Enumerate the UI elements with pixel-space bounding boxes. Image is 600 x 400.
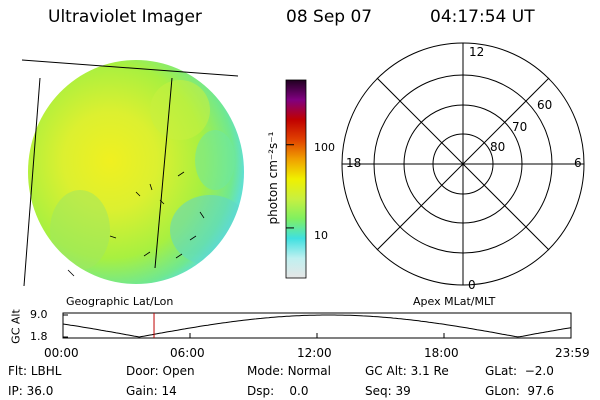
alt-xtick-1: 06:00 (170, 346, 205, 360)
alt-ytick-bottom: 1.8 (30, 330, 48, 343)
polar-label-18: 18 (346, 156, 362, 170)
info-door: Door: Open (126, 364, 195, 378)
alt-x-ticks (62, 333, 572, 338)
info-seq: Seq: 39 (365, 384, 411, 398)
colorbar-tick-10: 10 (314, 229, 328, 242)
colorbar (285, 79, 307, 279)
alt-xtick-2: 12:00 (297, 346, 332, 360)
info-ip: IP: 36.0 (8, 384, 54, 398)
info-gc-alt: GC Alt: 3.1 Re (365, 364, 449, 378)
info-glon: GLon: 97.6 (485, 384, 555, 398)
colorbar-ticks (286, 144, 294, 229)
alt-xtick-0: 00:00 (44, 346, 79, 360)
polar-label-0: 0 (468, 278, 476, 292)
info-filter: Flt: LBHL (8, 364, 62, 378)
earth-disk-image (21, 59, 244, 287)
polar-lat-80: 80 (490, 140, 506, 154)
coastline-marks (67, 171, 205, 277)
instrument-title: Ultraviolet Imager (48, 7, 202, 27)
alt-xtick-3: 18:00 (424, 346, 459, 360)
time-label: 04:17:54 UT (430, 7, 535, 27)
polar-lat-70: 70 (512, 120, 528, 134)
info-mode: Mode: Normal (247, 364, 331, 378)
info-glat: GLat: −2.0 (485, 364, 554, 378)
colorbar-unit-label: photon cm⁻²s⁻¹ (266, 131, 280, 225)
polar-plot (341, 42, 585, 286)
alt-ytick-top: 9.0 (30, 308, 48, 321)
apex-label: Apex MLat/MLT (413, 295, 496, 308)
polar-label-12: 12 (469, 45, 485, 59)
date-label: 08 Sep 07 (286, 7, 373, 27)
alt-xtick-4: 23:59 (555, 346, 590, 360)
alt-ylabel: GC Alt (9, 309, 23, 344)
info-gain: Gain: 14 (126, 384, 177, 398)
polar-lat-60: 60 (537, 98, 553, 112)
altitude-plot (62, 312, 572, 339)
altitude-curve (62, 314, 572, 338)
info-dsp: Dsp: 0.0 (247, 384, 309, 398)
polar-label-6: 6 (574, 156, 582, 170)
polar-diag-2 (376, 77, 550, 251)
colorbar-tick-100: 100 (314, 141, 335, 154)
geographic-label: Geographic Lat/Lon (66, 295, 174, 308)
